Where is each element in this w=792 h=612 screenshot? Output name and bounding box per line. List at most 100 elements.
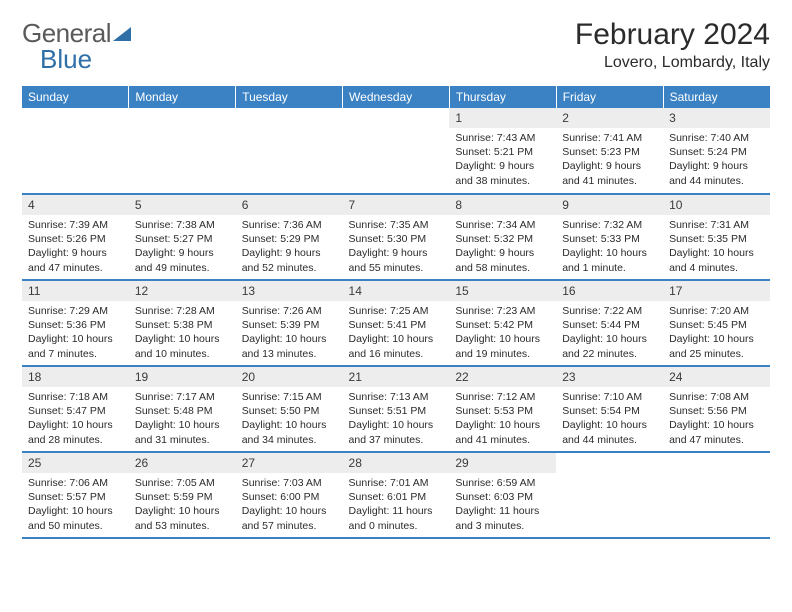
calendar-day-cell: 13Sunrise: 7:26 AMSunset: 5:39 PMDayligh… xyxy=(236,280,343,366)
sunset-text: Sunset: 5:30 PM xyxy=(349,232,444,246)
sunrise-text: Sunrise: 7:15 AM xyxy=(242,390,337,404)
day-data: Sunrise: 7:32 AMSunset: 5:33 PMDaylight:… xyxy=(556,215,663,279)
sunrise-text: Sunrise: 7:10 AM xyxy=(562,390,657,404)
day-data: Sunrise: 7:01 AMSunset: 6:01 PMDaylight:… xyxy=(343,473,450,537)
daylight-text: Daylight: 9 hours and 58 minutes. xyxy=(455,246,550,274)
daylight-text: Daylight: 10 hours and 1 minute. xyxy=(562,246,657,274)
day-number: 6 xyxy=(236,195,343,215)
daylight-text: Daylight: 10 hours and 19 minutes. xyxy=(455,332,550,360)
day-number: 2 xyxy=(556,108,663,128)
day-number: 8 xyxy=(449,195,556,215)
calendar-table: SundayMondayTuesdayWednesdayThursdayFrid… xyxy=(22,86,770,539)
title-block: February 2024 Lovero, Lombardy, Italy xyxy=(575,18,770,72)
sunrise-text: Sunrise: 7:08 AM xyxy=(669,390,764,404)
day-data: Sunrise: 7:06 AMSunset: 5:57 PMDaylight:… xyxy=(22,473,129,537)
daylight-text: Daylight: 9 hours and 44 minutes. xyxy=(669,159,764,187)
day-number: 11 xyxy=(22,281,129,301)
sunrise-text: Sunrise: 7:38 AM xyxy=(135,218,230,232)
sunrise-text: Sunrise: 7:06 AM xyxy=(28,476,123,490)
calendar-day-cell: 17Sunrise: 7:20 AMSunset: 5:45 PMDayligh… xyxy=(663,280,770,366)
day-data: Sunrise: 7:35 AMSunset: 5:30 PMDaylight:… xyxy=(343,215,450,279)
day-data: Sunrise: 7:10 AMSunset: 5:54 PMDaylight:… xyxy=(556,387,663,451)
day-data: Sunrise: 7:13 AMSunset: 5:51 PMDaylight:… xyxy=(343,387,450,451)
day-number: 25 xyxy=(22,453,129,473)
sunset-text: Sunset: 5:39 PM xyxy=(242,318,337,332)
day-number: 13 xyxy=(236,281,343,301)
sunrise-text: Sunrise: 7:40 AM xyxy=(669,131,764,145)
daylight-text: Daylight: 10 hours and 28 minutes. xyxy=(28,418,123,446)
day-number: 27 xyxy=(236,453,343,473)
sunset-text: Sunset: 5:26 PM xyxy=(28,232,123,246)
daylight-text: Daylight: 9 hours and 52 minutes. xyxy=(242,246,337,274)
day-number: 16 xyxy=(556,281,663,301)
calendar-day-cell: 3Sunrise: 7:40 AMSunset: 5:24 PMDaylight… xyxy=(663,108,770,194)
weekday-header: Wednesday xyxy=(343,86,450,108)
calendar-week-row: 18Sunrise: 7:18 AMSunset: 5:47 PMDayligh… xyxy=(22,366,770,452)
calendar-week-row: 1Sunrise: 7:43 AMSunset: 5:21 PMDaylight… xyxy=(22,108,770,194)
day-data: Sunrise: 7:25 AMSunset: 5:41 PMDaylight:… xyxy=(343,301,450,365)
daylight-text: Daylight: 10 hours and 22 minutes. xyxy=(562,332,657,360)
daylight-text: Daylight: 9 hours and 55 minutes. xyxy=(349,246,444,274)
day-number: 1 xyxy=(449,108,556,128)
sunrise-text: Sunrise: 7:29 AM xyxy=(28,304,123,318)
daylight-text: Daylight: 10 hours and 53 minutes. xyxy=(135,504,230,532)
daylight-text: Daylight: 9 hours and 49 minutes. xyxy=(135,246,230,274)
calendar-day-cell: 9Sunrise: 7:32 AMSunset: 5:33 PMDaylight… xyxy=(556,194,663,280)
daylight-text: Daylight: 10 hours and 7 minutes. xyxy=(28,332,123,360)
day-number: 17 xyxy=(663,281,770,301)
logo-text-blue: Blue xyxy=(40,44,92,75)
calendar-empty-cell xyxy=(663,452,770,538)
day-data: Sunrise: 7:26 AMSunset: 5:39 PMDaylight:… xyxy=(236,301,343,365)
header: General February 2024 Lovero, Lombardy, … xyxy=(22,18,770,72)
day-number: 23 xyxy=(556,367,663,387)
sunrise-text: Sunrise: 7:35 AM xyxy=(349,218,444,232)
daylight-text: Daylight: 10 hours and 44 minutes. xyxy=(562,418,657,446)
calendar-day-cell: 20Sunrise: 7:15 AMSunset: 5:50 PMDayligh… xyxy=(236,366,343,452)
calendar-day-cell: 25Sunrise: 7:06 AMSunset: 5:57 PMDayligh… xyxy=(22,452,129,538)
sunset-text: Sunset: 5:36 PM xyxy=(28,318,123,332)
day-number: 20 xyxy=(236,367,343,387)
sunset-text: Sunset: 5:59 PM xyxy=(135,490,230,504)
sunset-text: Sunset: 5:44 PM xyxy=(562,318,657,332)
logo-triangle-icon xyxy=(113,27,131,41)
calendar-day-cell: 1Sunrise: 7:43 AMSunset: 5:21 PMDaylight… xyxy=(449,108,556,194)
sunset-text: Sunset: 6:00 PM xyxy=(242,490,337,504)
calendar-day-cell: 2Sunrise: 7:41 AMSunset: 5:23 PMDaylight… xyxy=(556,108,663,194)
sunset-text: Sunset: 5:53 PM xyxy=(455,404,550,418)
daylight-text: Daylight: 10 hours and 31 minutes. xyxy=(135,418,230,446)
day-data: Sunrise: 7:22 AMSunset: 5:44 PMDaylight:… xyxy=(556,301,663,365)
calendar-week-row: 4Sunrise: 7:39 AMSunset: 5:26 PMDaylight… xyxy=(22,194,770,280)
sunset-text: Sunset: 5:32 PM xyxy=(455,232,550,246)
daylight-text: Daylight: 10 hours and 10 minutes. xyxy=(135,332,230,360)
calendar-day-cell: 29Sunrise: 6:59 AMSunset: 6:03 PMDayligh… xyxy=(449,452,556,538)
sunrise-text: Sunrise: 7:17 AM xyxy=(135,390,230,404)
sunset-text: Sunset: 5:33 PM xyxy=(562,232,657,246)
day-data: Sunrise: 7:41 AMSunset: 5:23 PMDaylight:… xyxy=(556,128,663,192)
day-number: 14 xyxy=(343,281,450,301)
calendar-day-cell: 14Sunrise: 7:25 AMSunset: 5:41 PMDayligh… xyxy=(343,280,450,366)
calendar-day-cell: 10Sunrise: 7:31 AMSunset: 5:35 PMDayligh… xyxy=(663,194,770,280)
sunrise-text: Sunrise: 7:39 AM xyxy=(28,218,123,232)
calendar-day-cell: 26Sunrise: 7:05 AMSunset: 5:59 PMDayligh… xyxy=(129,452,236,538)
sunrise-text: Sunrise: 7:18 AM xyxy=(28,390,123,404)
day-data: Sunrise: 7:39 AMSunset: 5:26 PMDaylight:… xyxy=(22,215,129,279)
sunset-text: Sunset: 5:42 PM xyxy=(455,318,550,332)
day-number: 4 xyxy=(22,195,129,215)
sunrise-text: Sunrise: 6:59 AM xyxy=(455,476,550,490)
daylight-text: Daylight: 10 hours and 41 minutes. xyxy=(455,418,550,446)
sunset-text: Sunset: 5:56 PM xyxy=(669,404,764,418)
sunrise-text: Sunrise: 7:22 AM xyxy=(562,304,657,318)
day-data: Sunrise: 7:17 AMSunset: 5:48 PMDaylight:… xyxy=(129,387,236,451)
day-number: 24 xyxy=(663,367,770,387)
calendar-day-cell: 28Sunrise: 7:01 AMSunset: 6:01 PMDayligh… xyxy=(343,452,450,538)
sunrise-text: Sunrise: 7:01 AM xyxy=(349,476,444,490)
daylight-text: Daylight: 10 hours and 50 minutes. xyxy=(28,504,123,532)
daylight-text: Daylight: 9 hours and 38 minutes. xyxy=(455,159,550,187)
daylight-text: Daylight: 9 hours and 41 minutes. xyxy=(562,159,657,187)
calendar-day-cell: 5Sunrise: 7:38 AMSunset: 5:27 PMDaylight… xyxy=(129,194,236,280)
sunrise-text: Sunrise: 7:28 AM xyxy=(135,304,230,318)
sunrise-text: Sunrise: 7:34 AM xyxy=(455,218,550,232)
day-data: Sunrise: 7:23 AMSunset: 5:42 PMDaylight:… xyxy=(449,301,556,365)
day-number: 26 xyxy=(129,453,236,473)
sunset-text: Sunset: 5:38 PM xyxy=(135,318,230,332)
